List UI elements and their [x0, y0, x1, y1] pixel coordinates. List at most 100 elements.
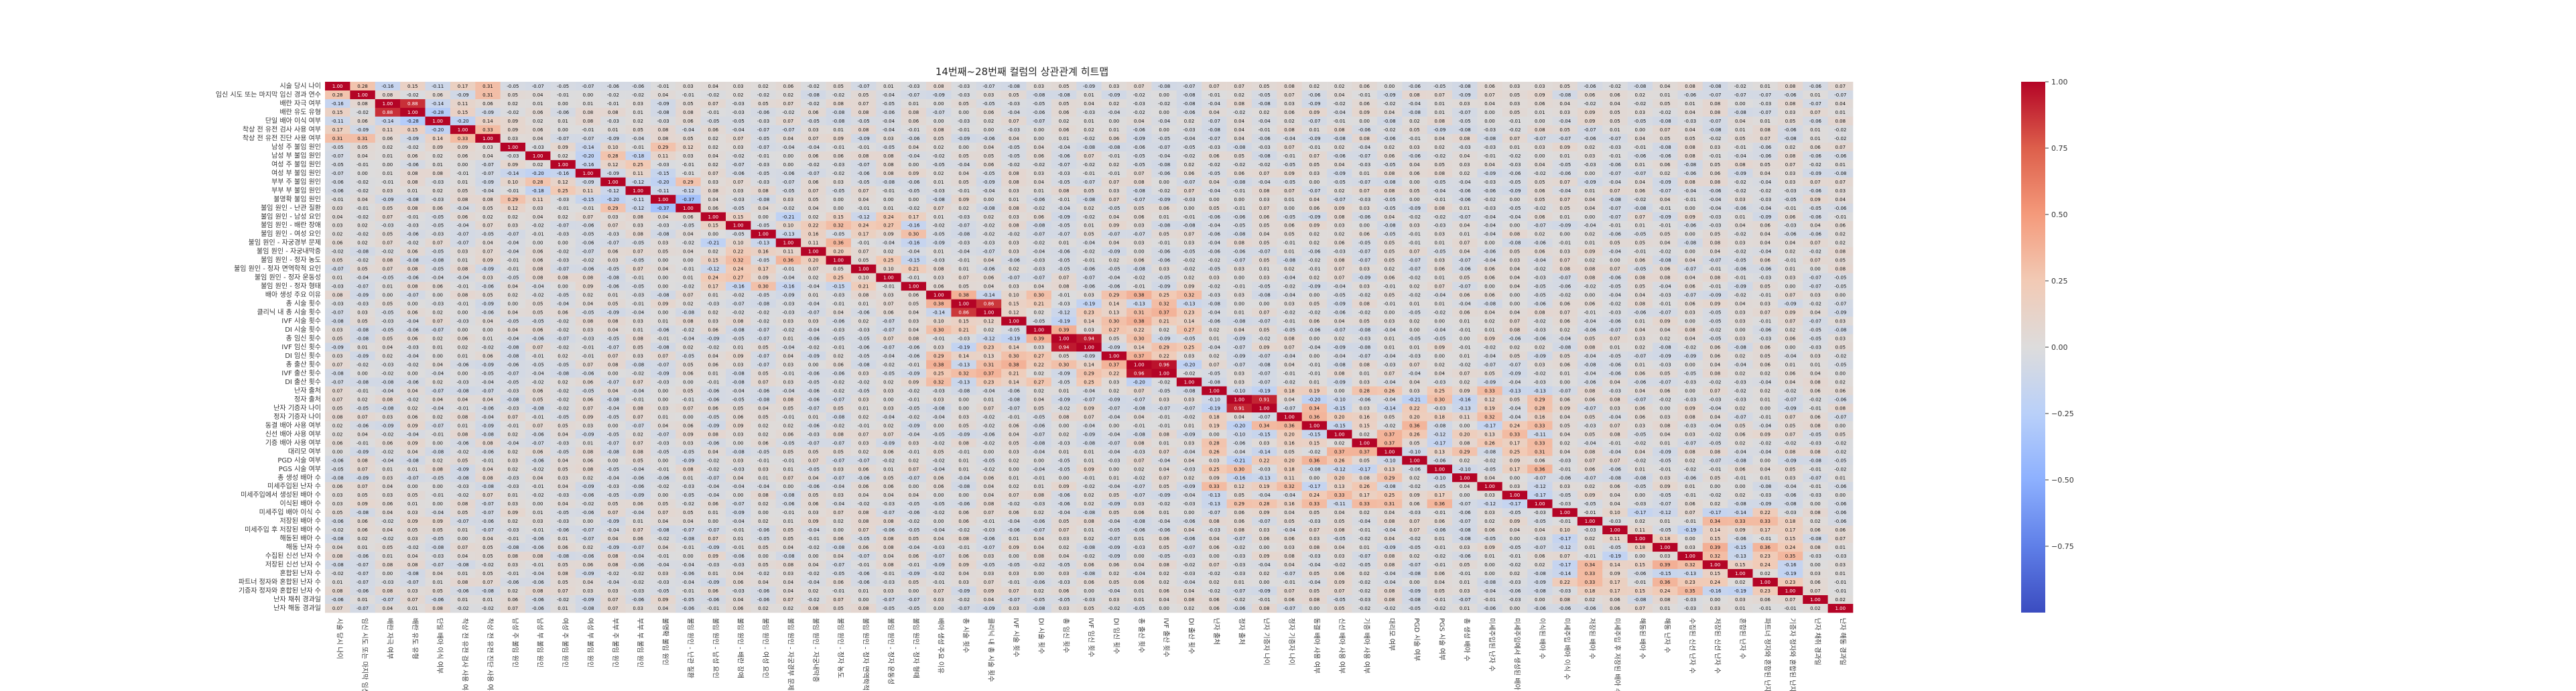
heatmap-cell — [751, 90, 777, 100]
heatmap-cell — [450, 107, 476, 117]
heatmap-cell — [1427, 90, 1453, 100]
heatmap-cell — [1728, 125, 1753, 135]
cell-value-label: -0.05 — [858, 119, 870, 124]
cell-value-label: 0.04 — [1760, 171, 1770, 176]
cell-value-label: -0.04 — [958, 162, 970, 168]
heatmap-cell — [1803, 99, 1828, 109]
cell-value-label: 0.05 — [683, 101, 694, 107]
heatmap-cell — [575, 116, 601, 126]
cell-value-label: 0.02 — [1334, 145, 1345, 150]
heatmap-cell — [1026, 107, 1052, 117]
cell-value-label: -0.03 — [732, 197, 745, 202]
cell-value-label: 0.01 — [432, 162, 443, 168]
cell-value-label: -0.06 — [1809, 153, 1822, 159]
heatmap-cell — [1176, 133, 1202, 143]
cell-value-label: 0.06 — [1635, 188, 1646, 194]
cell-value-label: -0.04 — [1083, 241, 1096, 246]
cell-value-label: -0.05 — [808, 119, 820, 124]
heatmap-cell — [726, 125, 751, 135]
cell-value-label: -0.20 — [532, 171, 544, 176]
heatmap-cell — [1728, 107, 1753, 117]
cell-value-label: 0.06 — [407, 249, 418, 255]
cell-value-label: -0.02 — [1158, 101, 1170, 107]
heatmap-cell — [1702, 133, 1728, 143]
cell-value-label: 0.09 — [482, 258, 493, 263]
cell-value-label: 0.03 — [1359, 206, 1370, 211]
cell-value-label: -0.05 — [1133, 153, 1145, 159]
cell-value-label: 0.05 — [1384, 258, 1395, 263]
cell-value-label: 0.04 — [1836, 101, 1846, 107]
cell-value-label: 0.04 — [1109, 241, 1120, 246]
cell-value-label: -0.01 — [357, 206, 369, 211]
cell-value-label: 0.00 — [883, 197, 894, 202]
cell-value-label: -0.02 — [1233, 110, 1245, 115]
cell-value-label: -0.04 — [883, 241, 895, 246]
heatmap-cell — [826, 99, 852, 109]
cell-value-label: -0.03 — [1008, 101, 1020, 107]
cell-value-label: -0.03 — [958, 92, 970, 98]
cell-value-label: -0.06 — [1158, 171, 1171, 176]
cell-value-label: 0.06 — [808, 110, 819, 115]
cell-value-label: 0.08 — [1284, 127, 1295, 133]
cell-value-label: -0.01 — [1308, 145, 1320, 150]
heatmap-cell — [1752, 125, 1779, 135]
cell-value-label: 0.03 — [1134, 241, 1145, 246]
cell-value-label: 0.00 — [683, 258, 694, 263]
cell-value-label: -0.02 — [1033, 162, 1045, 168]
cell-value-label: -0.04 — [1433, 188, 1446, 194]
cell-value-label: -0.03 — [557, 258, 569, 263]
cell-value-label: 0.02 — [1434, 145, 1445, 150]
cell-value-label: 0.01 — [1059, 241, 1070, 246]
cell-value-label: 0.06 — [533, 110, 543, 115]
cell-value-label: -0.09 — [958, 136, 970, 141]
cell-value-label: 0.04 — [984, 145, 994, 150]
cell-value-label: -0.08 — [1459, 127, 1471, 133]
heatmap-cell — [1376, 82, 1403, 91]
heatmap-cell — [1652, 99, 1678, 109]
cell-value-label: -0.07 — [1033, 119, 1045, 124]
cell-value-label: 0.07 — [633, 249, 643, 255]
cell-value-label: 0.22 — [733, 249, 744, 255]
cell-value-label: -0.05 — [832, 188, 844, 194]
cell-value-label: 0.02 — [1334, 84, 1345, 89]
cell-value-label: 0.08 — [1434, 206, 1445, 211]
cell-value-label: 0.01 — [1810, 127, 1821, 133]
cell-value-label: 0.27 — [883, 223, 894, 229]
heatmap-cell — [1376, 133, 1403, 143]
cell-value-label: 0.00 — [984, 197, 994, 202]
cell-value-label: -0.05 — [482, 232, 494, 237]
cell-value-label: -0.28 — [432, 110, 444, 115]
cell-value-label: 0.07 — [1460, 241, 1470, 246]
cell-value-label: -0.02 — [933, 223, 945, 229]
heatmap-cell — [350, 107, 376, 117]
cell-value-label: 0.04 — [958, 171, 969, 176]
cell-value-label: -0.06 — [1158, 258, 1171, 263]
cell-value-label: 0.05 — [1785, 119, 1796, 124]
heatmap-cell — [801, 116, 826, 126]
cell-value-label: 0.02 — [1635, 92, 1646, 98]
cell-value-label: 0.02 — [1184, 162, 1195, 168]
heatmap-cell — [550, 142, 576, 152]
cell-value-label: 0.00 — [558, 241, 568, 246]
heatmap-cell — [325, 142, 350, 152]
cell-value-label: -0.09 — [407, 136, 419, 141]
cell-value-label: 0.02 — [1284, 119, 1295, 124]
cell-value-label: -0.01 — [607, 101, 619, 107]
heatmap-cell — [575, 99, 601, 109]
heatmap-cell — [1226, 82, 1252, 91]
cell-value-label: -0.04 — [1208, 188, 1221, 194]
cell-value-label: 0.01 — [883, 84, 894, 89]
cell-value-label: -0.06 — [1208, 232, 1221, 237]
heatmap-cell — [550, 125, 576, 135]
cell-value-label: -0.08 — [1008, 84, 1020, 89]
cell-value-label: -0.06 — [1308, 249, 1321, 255]
cell-value-label: 1.00 — [658, 197, 669, 202]
cell-value-label: -0.04 — [1534, 258, 1547, 263]
heatmap-cell — [775, 125, 801, 135]
cell-value-label: 0.08 — [1685, 180, 1695, 185]
cell-value-label: 0.07 — [1785, 162, 1796, 168]
cell-value-label: 0.07 — [1259, 171, 1270, 176]
cell-value-label: 0.03 — [1434, 258, 1445, 263]
cell-value-label: 0.01 — [1009, 197, 1019, 202]
cell-value-label: -0.03 — [933, 188, 945, 194]
